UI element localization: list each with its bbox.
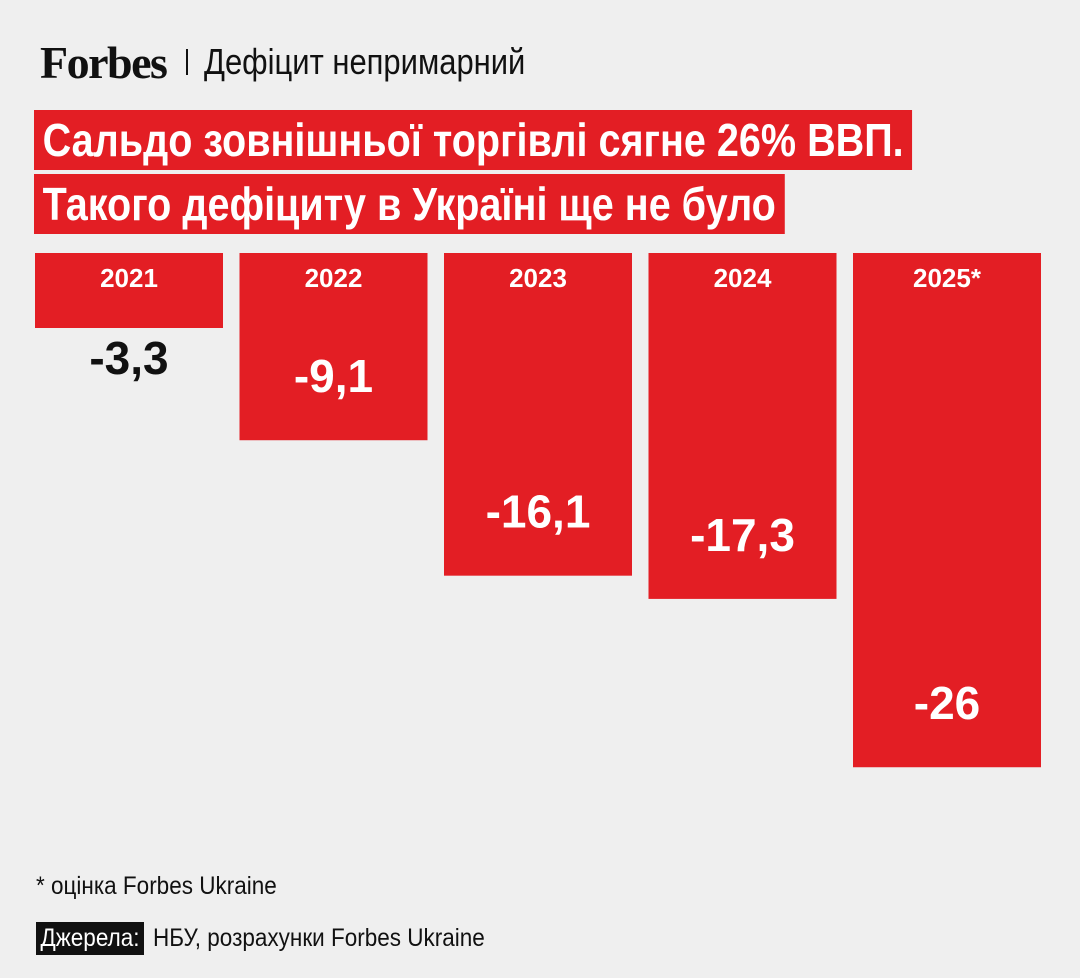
bar-2025 — [853, 253, 1041, 768]
title-line-2: Такого дефіциту в Україні ще не було — [34, 174, 785, 234]
category-label: 2024 — [714, 263, 772, 293]
sources-label: Джерела: — [36, 922, 144, 955]
section-label: Дефіцит непримарний — [204, 41, 526, 82]
bar-2023 — [444, 253, 632, 576]
title-line-1: Сальдо зовнішньої торгівлі сягне 26% ВВП… — [34, 110, 913, 170]
footnote: * оцінка Forbes Ukraine — [36, 872, 277, 900]
category-label: 2023 — [509, 263, 567, 293]
category-label: 2025* — [913, 263, 982, 293]
sources: Джерела: НБУ, розрахунки Forbes Ukraine — [36, 922, 485, 955]
forbes-logo: Forbes — [40, 36, 168, 88]
value-label: -9,1 — [294, 350, 373, 402]
sources-text: НБУ, розрахунки Forbes Ukraine — [152, 924, 485, 952]
value-label: -16,1 — [486, 486, 591, 538]
category-label: 2021 — [100, 263, 158, 293]
value-label: -3,3 — [89, 332, 168, 384]
category-label: 2022 — [305, 263, 363, 293]
bar-2022 — [239, 253, 428, 441]
value-label: -26 — [914, 677, 980, 729]
header-separator — [186, 49, 189, 75]
bar-2024 — [648, 253, 837, 599]
bar-2021 — [35, 253, 223, 328]
value-label: -17,3 — [690, 509, 795, 561]
header: Forbes Дефіцит непримарний — [40, 36, 578, 88]
